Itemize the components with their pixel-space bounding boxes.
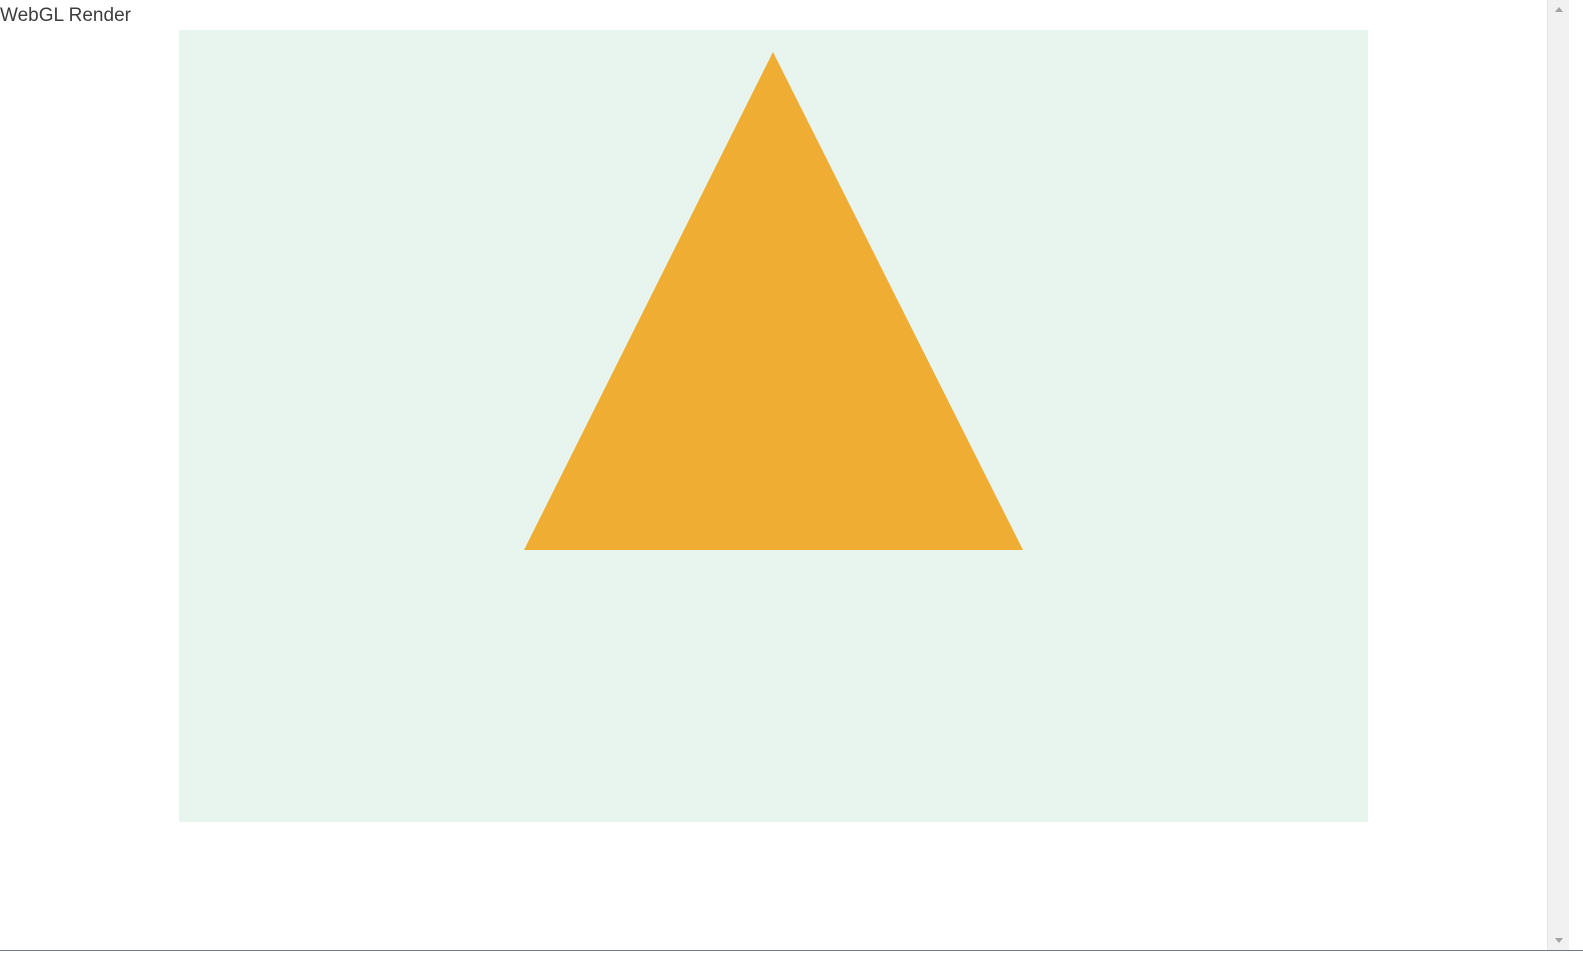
window-bottom-edge bbox=[0, 950, 1583, 959]
scroll-up-icon[interactable] bbox=[1554, 7, 1563, 12]
scroll-down-icon[interactable] bbox=[1554, 938, 1563, 943]
orange-triangle bbox=[524, 52, 1023, 550]
render-surface bbox=[524, 52, 1023, 550]
webgl-canvas[interactable] bbox=[179, 30, 1368, 822]
vertical-scrollbar[interactable] bbox=[1547, 0, 1569, 950]
page-title: WebGL Render bbox=[0, 5, 131, 26]
